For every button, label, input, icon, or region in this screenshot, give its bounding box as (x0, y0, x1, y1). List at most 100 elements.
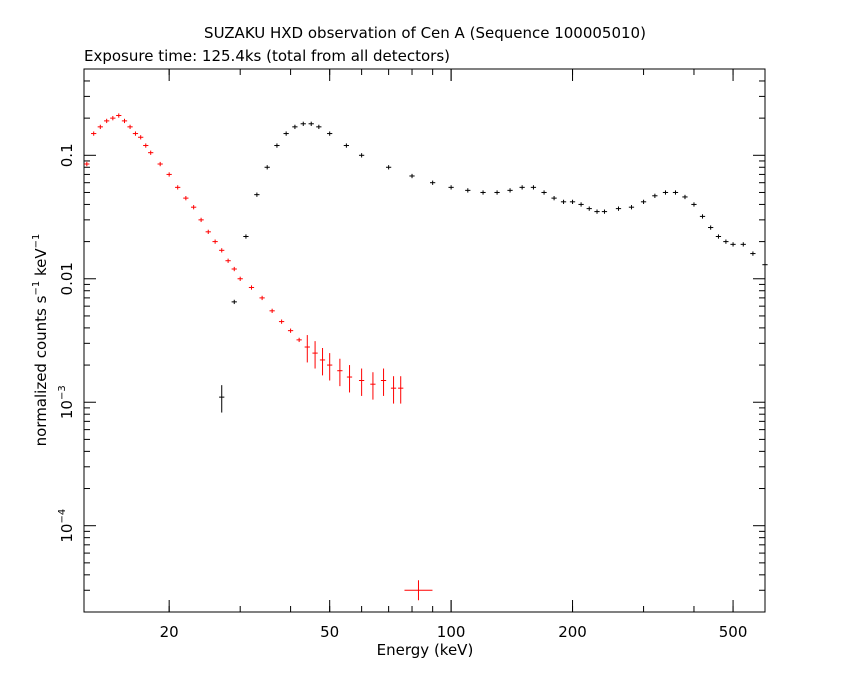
data-point (110, 116, 116, 121)
data-point (225, 258, 231, 263)
data-point (243, 234, 249, 239)
x-tick-label: 50 (320, 623, 339, 641)
data-point (319, 347, 326, 376)
data-point (300, 121, 306, 126)
y-axis-tick-labels: 0.1 0.01 10−3 10−4 (57, 143, 76, 542)
data-point (212, 239, 218, 244)
data-point (287, 328, 294, 333)
data-point (166, 172, 172, 177)
data-point (157, 161, 163, 167)
data-point (327, 131, 333, 136)
data-point (715, 234, 722, 239)
data-point (541, 190, 547, 195)
data-point (97, 124, 103, 130)
data-point (519, 185, 525, 190)
data-point (183, 196, 189, 201)
data-point (560, 199, 567, 205)
data-point (127, 124, 133, 130)
data-point (259, 295, 265, 301)
data-point (594, 209, 600, 214)
data-point (278, 319, 285, 324)
y-axis-label-unit: keV (32, 248, 50, 276)
data-point (448, 185, 454, 190)
data-point (132, 131, 139, 136)
data-point (494, 190, 500, 195)
data-point (116, 113, 122, 118)
data-point (264, 165, 270, 170)
data-point (480, 190, 486, 195)
data-point (269, 308, 275, 314)
x-tick-label: 500 (719, 623, 748, 641)
data-point (672, 190, 679, 195)
data-point (682, 194, 688, 200)
y-tick-label: 0.01 (58, 262, 76, 295)
data-point (507, 188, 513, 193)
data-point (138, 135, 144, 140)
data-point (304, 335, 310, 363)
data-point (231, 299, 237, 305)
data-point (662, 190, 669, 195)
data-point (551, 196, 557, 201)
data-series (84, 113, 768, 601)
x-axis-ticks (168, 69, 766, 612)
data-point (430, 180, 436, 185)
data-point (248, 285, 255, 290)
y-tick-label: 0.1 (58, 143, 76, 167)
data-point (358, 153, 365, 158)
data-point (762, 262, 768, 267)
data-point (730, 242, 736, 247)
x-axis-tick-labels: 20 50 100 200 500 (160, 623, 748, 641)
data-point (699, 214, 706, 219)
y-axis-label: normalized counts s−1 keV−1 (31, 234, 50, 447)
data-point (708, 225, 714, 230)
data-point (723, 239, 729, 244)
data-point (175, 185, 181, 190)
data-point (385, 165, 392, 170)
data-point (578, 202, 584, 207)
y-axis-label-text: normalized counts s (32, 295, 50, 446)
data-point (586, 206, 592, 211)
x-tick-label: 100 (437, 623, 466, 641)
data-point (283, 131, 289, 136)
series-black (219, 121, 768, 413)
data-point (296, 337, 302, 343)
data-point (292, 124, 298, 130)
data-point (652, 193, 658, 198)
y-tick-label: 10−4 (57, 509, 76, 543)
data-point (148, 150, 154, 155)
data-point (615, 206, 622, 211)
data-point (343, 143, 349, 148)
data-point (398, 376, 404, 404)
data-point (404, 580, 433, 601)
svg-text:normalized counts s−1 keV−1: normalized counts s−1 keV−1 (31, 234, 50, 447)
x-tick-label: 200 (558, 623, 587, 641)
data-point (327, 353, 333, 381)
x-tick-label: 20 (160, 623, 179, 641)
data-point (530, 185, 537, 190)
data-point (569, 199, 576, 205)
data-point (750, 251, 756, 256)
data-point (231, 266, 237, 272)
data-point (91, 131, 97, 136)
data-point (237, 276, 243, 281)
data-point (390, 376, 397, 404)
data-point (346, 365, 353, 393)
data-point (465, 188, 471, 193)
data-point (316, 124, 322, 130)
chart-subtitle: Exposure time: 125.4ks (total from all d… (84, 47, 450, 65)
plot-frame (83, 68, 766, 613)
y-axis-ticks (84, 68, 765, 613)
data-point (740, 242, 746, 247)
data-point (640, 199, 647, 205)
data-point (337, 358, 343, 387)
data-point (198, 217, 204, 223)
data-point (219, 385, 225, 413)
data-point (190, 205, 197, 210)
data-point (628, 205, 635, 210)
data-point (370, 372, 376, 400)
y-axis-label-exp-2: −1 (31, 234, 42, 249)
data-point (380, 368, 387, 396)
x-axis-label: Energy (keV) (377, 641, 474, 659)
